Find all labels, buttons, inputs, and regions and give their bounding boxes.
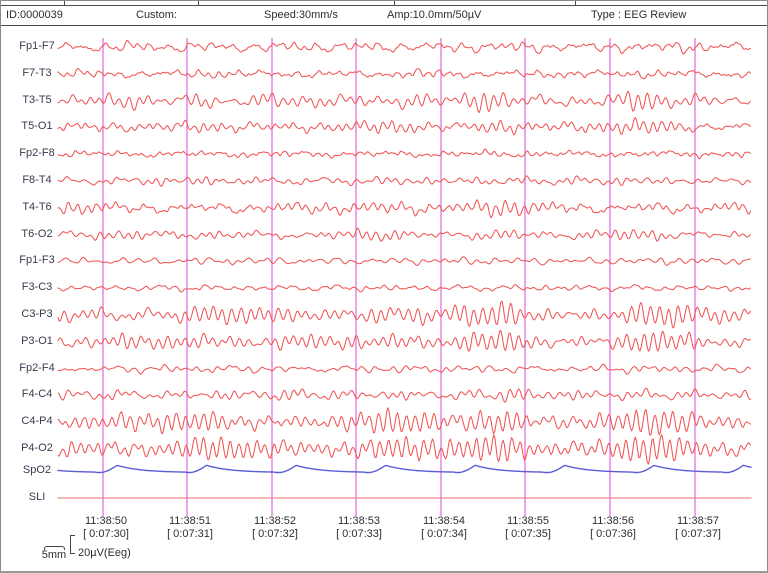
eeg-waveform-trace [57, 227, 751, 242]
eeg-waveform-trace [57, 284, 751, 293]
eeg-waveform-trace [57, 199, 751, 219]
eeg-waveform-trace [57, 116, 751, 136]
eeg-waveform-trace [57, 39, 751, 55]
time-tick: 11:38:55[ 0:07:35] [486, 515, 570, 541]
channel-label: F4-C4 [21, 388, 53, 400]
time-tick: 11:38:50[ 0:07:30] [64, 515, 148, 541]
eeg-waveform-trace [57, 256, 751, 266]
channel-label: F8-T4 [22, 174, 52, 186]
channel-label: C3-P3 [21, 308, 53, 320]
eeg-waveform-trace [57, 300, 751, 329]
channel-label: Fp2-F4 [19, 362, 55, 374]
time-tick: 11:38:52[ 0:07:32] [233, 515, 317, 541]
vertical-scale-label: 20µV(Eeg) [78, 547, 131, 559]
eeg-waveform-trace [57, 434, 751, 465]
time-value: 11:38:53 [337, 515, 380, 527]
eeg-waveform-trace [57, 148, 751, 160]
montage-label: Custom: [136, 9, 177, 21]
vertical-scale-bracket [70, 535, 75, 554]
channel-label: C4-P4 [21, 415, 53, 427]
horizontal-scale-bracket [44, 546, 65, 550]
eeg-waveform-trace [57, 363, 751, 375]
channel-label: T5-O1 [21, 120, 53, 132]
channel-label: F3-C3 [21, 281, 53, 293]
spo2-waveform-trace [57, 464, 752, 474]
channel-label: Fp2-F8 [19, 147, 55, 159]
channel-label: T3-T5 [22, 94, 52, 106]
speed-setting: Speed:30mm/s [264, 9, 338, 21]
elapsed-value: [ 0:07:37] [675, 528, 721, 540]
channel-label: SpO2 [22, 464, 52, 476]
time-value: 11:38:50 [84, 515, 127, 527]
channel-label: F7-T3 [22, 67, 52, 79]
time-value: 11:38:57 [676, 515, 719, 527]
elapsed-value: [ 0:07:34] [421, 528, 467, 540]
channel-label: Fp1-F7 [19, 40, 55, 52]
time-value: 11:38:55 [506, 515, 549, 527]
review-type: Type : EEG Review [591, 9, 687, 21]
horizontal-scale-label: 5mm [41, 549, 67, 561]
elapsed-value: [ 0:07:36] [590, 528, 636, 540]
time-tick: 11:38:54[ 0:07:34] [402, 515, 486, 541]
elapsed-value: [ 0:07:35] [505, 528, 551, 540]
elapsed-value: [ 0:07:30] [83, 528, 129, 540]
time-tick: 11:38:57[ 0:07:37] [656, 515, 740, 541]
header-cell-divider [394, 1, 395, 5]
eeg-waveform-trace [57, 68, 751, 80]
eeg-waveform-trace [57, 387, 751, 403]
time-value: 11:38:54 [422, 515, 465, 527]
elapsed-value: [ 0:07:31] [167, 528, 213, 540]
time-tick: 11:38:56[ 0:07:36] [571, 515, 655, 541]
elapsed-value: [ 0:07:32] [252, 528, 298, 540]
channel-label: T6-O2 [21, 228, 53, 240]
header-cell-divider [575, 1, 576, 5]
header-cell-divider [198, 1, 199, 5]
patient-id: ID:0000039 [6, 9, 63, 21]
eeg-waveform-trace [57, 407, 751, 436]
amplitude-setting: Amp:10.0mm/50µV [387, 9, 482, 21]
eeg-waveform-trace [57, 175, 751, 187]
status-bar: ID:0000039 Custom: Speed:30mm/s Amp:10.0… [1, 6, 767, 26]
time-value: 11:38:52 [253, 515, 296, 527]
eeg-waveform-trace [57, 90, 751, 114]
time-value: 11:38:51 [168, 515, 211, 527]
channel-label: P3-O1 [21, 335, 53, 347]
header-top-strip [1, 1, 767, 6]
elapsed-value: [ 0:07:33] [336, 528, 382, 540]
channel-label: T4-T6 [22, 201, 52, 213]
channel-label: P4-O2 [21, 442, 53, 454]
time-tick: 11:38:51[ 0:07:31] [148, 515, 232, 541]
channel-label: Fp1-F3 [19, 254, 55, 266]
time-value: 11:38:56 [591, 515, 634, 527]
channel-label: SLI [28, 491, 46, 503]
header-cell-divider [64, 1, 65, 5]
eeg-waveform-trace [57, 329, 751, 352]
time-tick: 11:38:53[ 0:07:33] [317, 515, 401, 541]
